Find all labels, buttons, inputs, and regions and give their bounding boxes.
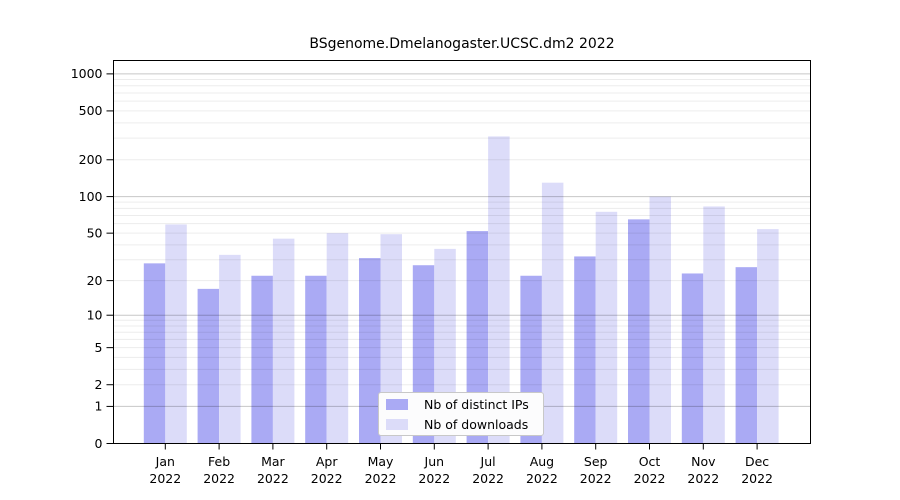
x-tick-label-month: Jun [424, 454, 445, 469]
x-tick-label-year: 2022 [418, 471, 450, 486]
x-tick-label-year: 2022 [687, 471, 719, 486]
x-tick-label-month: Mar [261, 454, 285, 469]
y-tick-label: 5 [95, 340, 103, 355]
x-tick-label-year: 2022 [741, 471, 773, 486]
y-tick-label: 500 [79, 103, 103, 118]
legend-box: Nb of distinct IPs Nb of downloads [378, 392, 544, 436]
x-tick-label-year: 2022 [472, 471, 504, 486]
bar-downloads-jan [165, 224, 187, 444]
bar-downloads-apr [326, 233, 349, 444]
y-tick-label: 1000 [71, 66, 103, 81]
bar-distinct-ips-apr [305, 275, 327, 444]
legend-row-distinct-ips: Nb of distinct IPs [386, 396, 543, 412]
x-axis-ticks: Jan 2022 Feb 2022 Mar 2022 Apr 2022 May 2022 Jun 20… [149, 443, 773, 486]
bar-downloads-jul [488, 136, 510, 444]
x-tick-label-month: Jul [480, 454, 496, 469]
x-tick-label-month: Jan [155, 454, 175, 469]
legend-swatch-downloads [386, 418, 408, 430]
x-tick-label-month: Nov [691, 454, 716, 469]
bar-distinct-ips-dec [735, 267, 758, 444]
bar-downloads-sep [595, 211, 618, 444]
y-tick-label: 200 [79, 152, 103, 167]
x-tick-label-month: Feb [208, 454, 230, 469]
y-tick-label: 10 [87, 308, 103, 323]
bar-distinct-ips-may [359, 258, 381, 444]
y-tick-label: 2 [95, 377, 103, 392]
x-tick-label-year: 2022 [203, 471, 235, 486]
bar-distinct-ips-nov [681, 273, 704, 444]
y-tick-label: 20 [87, 273, 103, 288]
bar-distinct-ips-mar [251, 275, 273, 444]
x-tick-label-month: Oct [639, 454, 661, 469]
bar-downloads-oct [649, 196, 671, 444]
gridlines-group [113, 73, 811, 407]
x-tick-label-year: 2022 [257, 471, 289, 486]
x-tick-label-year: 2022 [365, 471, 397, 486]
bars-group [143, 136, 779, 444]
bar-downloads-mar [272, 238, 295, 444]
plot-frame [113, 60, 811, 444]
x-tick-label-month: Apr [316, 454, 338, 469]
x-tick-label-month: Dec [745, 454, 769, 469]
bar-distinct-ips-jul [466, 231, 489, 444]
y-tick-label: 0 [95, 436, 103, 451]
x-tick-label-year: 2022 [311, 471, 343, 486]
legend-label-distinct-ips: Nb of distinct IPs [424, 396, 529, 412]
x-tick-label-year: 2022 [634, 471, 666, 486]
bar-downloads-nov [703, 206, 725, 444]
y-tick-label: 1 [95, 399, 103, 414]
x-tick-label-year: 2022 [149, 471, 181, 486]
bar-distinct-ips-sep [574, 256, 596, 444]
legend-label-downloads: Nb of downloads [424, 416, 529, 432]
y-tick-label: 100 [79, 189, 103, 204]
x-tick-label-month: Aug [530, 454, 554, 469]
x-tick-label-year: 2022 [580, 471, 612, 486]
bar-downloads-aug [541, 182, 564, 444]
legend-row-downloads: Nb of downloads [386, 416, 543, 432]
x-tick-label-year: 2022 [526, 471, 558, 486]
legend-swatch-distinct-ips [386, 398, 408, 410]
bar-distinct-ips-oct [628, 219, 650, 444]
bar-downloads-dec [757, 229, 779, 444]
y-axis-ticks: 0 1 2 5 10 20 50 100 200 500 1000 [71, 66, 114, 451]
y-tick-label: 50 [87, 225, 103, 240]
bar-downloads-feb [219, 254, 241, 444]
bar-distinct-ips-feb [197, 288, 220, 444]
x-tick-label-month: Sep [584, 454, 608, 469]
x-tick-label-month: May [368, 454, 394, 469]
bar-distinct-ips-jan [143, 263, 166, 444]
bar-downloads-may [380, 234, 402, 444]
chart-title: BSgenome.Dmelanogaster.UCSC.dm2 2022 [309, 36, 615, 52]
